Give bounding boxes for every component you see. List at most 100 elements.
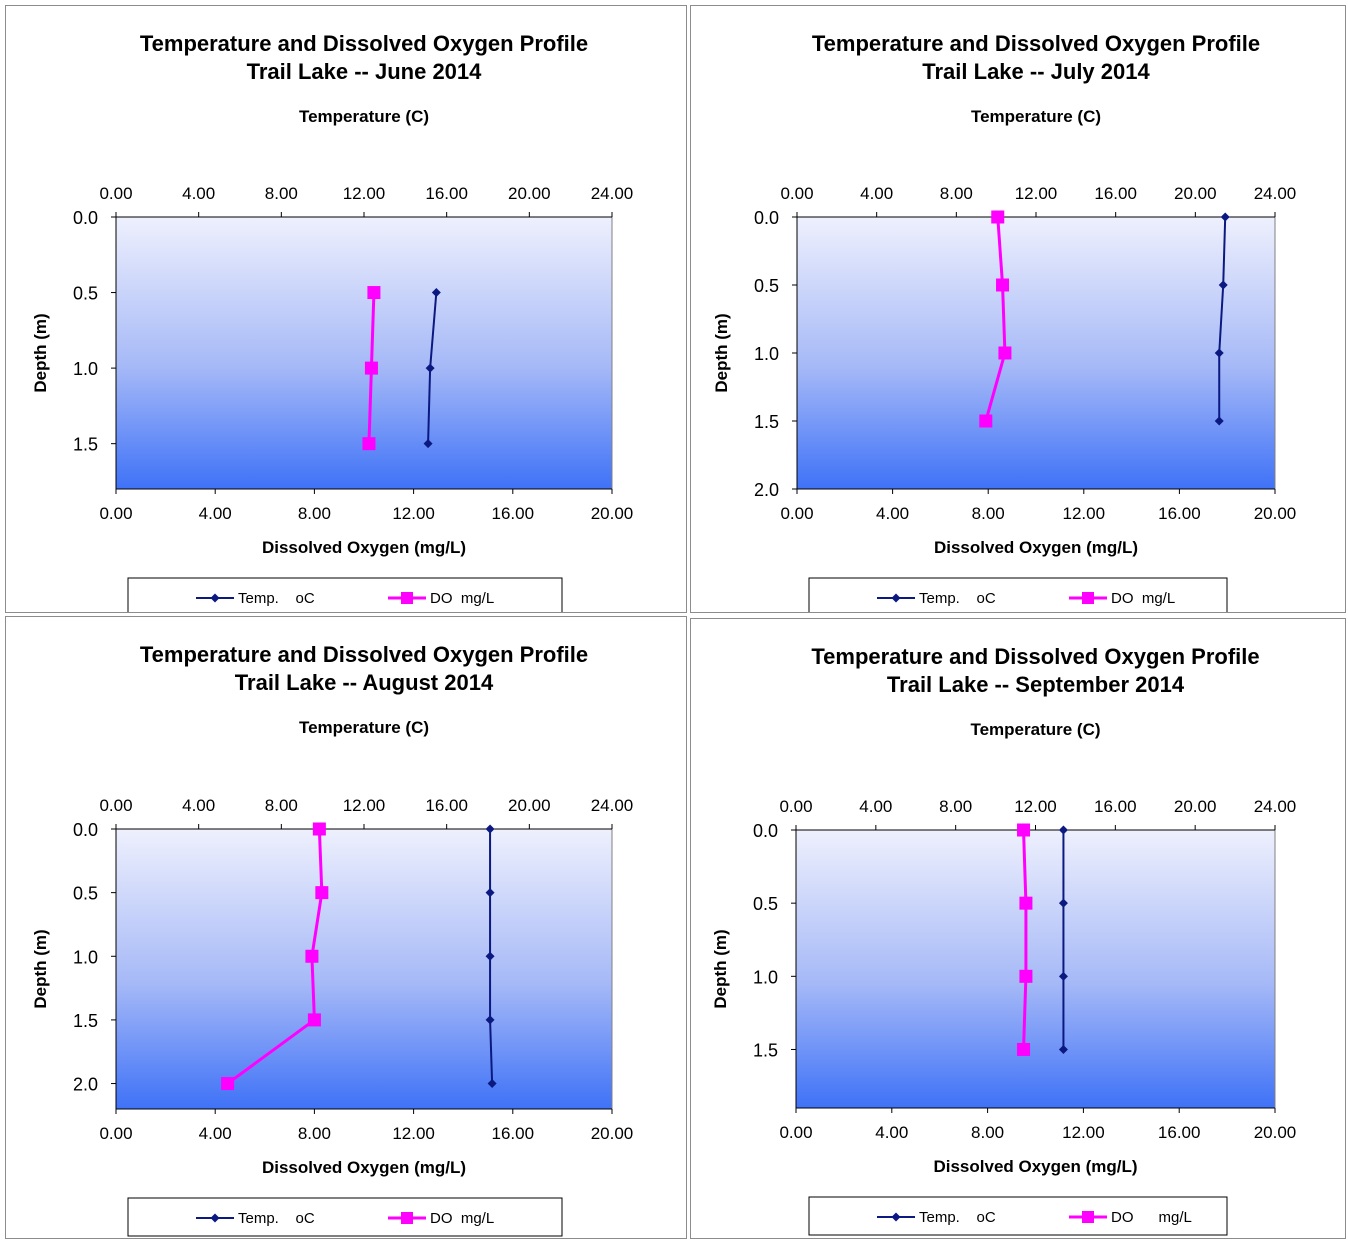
bottom-axis-tick-label: 16.00 xyxy=(1158,1123,1201,1142)
chart-subtitle: Trail Lake -- August 2014 xyxy=(235,670,494,695)
top-axis-title: Temperature (C) xyxy=(299,718,429,737)
y-axis-tick-label: 1.0 xyxy=(73,947,98,967)
top-axis-tick-label: 8.00 xyxy=(940,184,973,203)
temp-point xyxy=(425,363,435,373)
top-axis-tick-label: 0.00 xyxy=(780,184,813,203)
chart-title: Temperature and Dissolved Oxygen Profile xyxy=(811,644,1259,669)
bottom-axis-tick-label: 4.00 xyxy=(876,504,909,523)
temp-point xyxy=(423,439,433,449)
bottom-axis-tick-label: 12.00 xyxy=(392,1124,435,1143)
temp-point xyxy=(1058,971,1068,981)
do-point xyxy=(991,210,1005,224)
bottom-axis-tick-label: 0.00 xyxy=(780,504,813,523)
top-axis-title: Temperature (C) xyxy=(971,107,1101,126)
profile-chart: Temperature and Dissolved Oxygen Profile… xyxy=(31,642,634,1237)
top-axis-tick-label: 16.00 xyxy=(1094,184,1137,203)
temp-point xyxy=(485,824,495,834)
bottom-axis-title: Dissolved Oxygen (mg/L) xyxy=(262,538,466,557)
temp-point xyxy=(1058,1044,1068,1054)
legend-temp-marker xyxy=(210,593,220,603)
bottom-axis-tick-label: 16.00 xyxy=(492,504,535,523)
y-axis-tick-label: 0.5 xyxy=(73,284,98,304)
top-axis-tick-label: 20.00 xyxy=(508,796,551,815)
chart-panel: Temperature and Dissolved Oxygen Profile… xyxy=(690,5,1346,617)
legend-temp-marker xyxy=(891,593,901,603)
bottom-axis-tick-label: 4.00 xyxy=(875,1123,908,1142)
y-axis-tick-label: 0.0 xyxy=(73,820,98,840)
legend-temp-marker xyxy=(891,1212,901,1222)
top-axis-tick-label: 24.00 xyxy=(591,796,634,815)
legend-temp-marker xyxy=(210,1213,220,1223)
do-point xyxy=(1017,1042,1031,1056)
top-axis-tick-label: 8.00 xyxy=(265,184,298,203)
temp-point xyxy=(1214,416,1224,426)
top-axis-tick-label: 16.00 xyxy=(425,184,468,203)
do-point xyxy=(996,278,1010,292)
y-axis-tick-label: 0.5 xyxy=(73,884,98,904)
top-axis-tick-label: 20.00 xyxy=(1174,184,1217,203)
top-axis-tick-label: 24.00 xyxy=(591,184,634,203)
do-point xyxy=(979,414,993,428)
top-axis-tick-label: 24.00 xyxy=(1254,184,1297,203)
legend-do-marker xyxy=(1082,592,1094,604)
legend-do-marker xyxy=(1082,1211,1094,1223)
top-axis-tick-label: 16.00 xyxy=(425,796,468,815)
top-axis-tick-label: 12.00 xyxy=(1014,797,1057,816)
chart-panel: Temperature and Dissolved Oxygen Profile… xyxy=(5,616,687,1239)
top-axis-tick-label: 4.00 xyxy=(859,797,892,816)
series-line-do xyxy=(1022,829,1028,1050)
y-axis-title: Depth (m) xyxy=(712,313,731,392)
legend-temp-label: Temp. oC xyxy=(238,1210,315,1227)
top-axis-tick-label: 8.00 xyxy=(939,797,972,816)
top-axis-tick-label: 12.00 xyxy=(343,184,386,203)
y-axis-tick-label: 0.5 xyxy=(753,894,778,914)
profile-chart: Temperature and Dissolved Oxygen Profile… xyxy=(31,31,634,617)
chart-title: Temperature and Dissolved Oxygen Profile xyxy=(140,31,588,56)
bottom-axis-tick-label: 20.00 xyxy=(591,1124,634,1143)
y-axis-title: Depth (m) xyxy=(711,929,730,1008)
bottom-axis-tick-label: 12.00 xyxy=(1063,504,1106,523)
y-axis-tick-label: 1.5 xyxy=(753,1040,778,1060)
bottom-axis-tick-label: 0.00 xyxy=(99,504,132,523)
top-axis-tick-label: 20.00 xyxy=(508,184,551,203)
bottom-axis-title: Dissolved Oxygen (mg/L) xyxy=(934,538,1138,557)
y-axis-tick-label: 0.5 xyxy=(754,276,779,296)
chart-subtitle: Trail Lake -- September 2014 xyxy=(887,672,1185,697)
bottom-axis-tick-label: 8.00 xyxy=(971,1123,1004,1142)
bottom-axis-tick-label: 12.00 xyxy=(1062,1123,1105,1142)
bottom-axis-tick-label: 16.00 xyxy=(1158,504,1201,523)
temp-point xyxy=(1214,348,1224,358)
chart-panel: Temperature and Dissolved Oxygen Profile… xyxy=(690,618,1346,1239)
bottom-axis-title: Dissolved Oxygen (mg/L) xyxy=(933,1157,1137,1176)
top-axis-tick-label: 8.00 xyxy=(265,796,298,815)
legend-do-marker xyxy=(401,592,413,604)
temp-point xyxy=(431,288,441,298)
temp-point xyxy=(1218,280,1228,290)
do-point xyxy=(362,437,376,451)
chart-subtitle: Trail Lake -- July 2014 xyxy=(922,59,1150,84)
do-point xyxy=(1019,896,1033,910)
do-point xyxy=(364,361,378,375)
legend-do-marker xyxy=(401,1212,413,1224)
temp-point xyxy=(485,1015,495,1025)
top-axis-tick-label: 24.00 xyxy=(1254,797,1297,816)
y-axis-tick-label: 0.0 xyxy=(753,821,778,841)
bottom-axis-tick-label: 20.00 xyxy=(1254,1123,1297,1142)
temp-point xyxy=(487,1079,497,1089)
y-axis-tick-label: 1.0 xyxy=(754,344,779,364)
bottom-axis-tick-label: 12.00 xyxy=(392,504,435,523)
temp-point xyxy=(485,951,495,961)
series-line-do xyxy=(984,216,1007,422)
chart-title: Temperature and Dissolved Oxygen Profile xyxy=(140,642,588,667)
y-axis-tick-label: 1.5 xyxy=(754,412,779,432)
do-point xyxy=(998,346,1012,360)
temp-point xyxy=(1220,212,1230,222)
do-point xyxy=(1017,823,1031,837)
y-axis-tick-label: 1.0 xyxy=(73,359,98,379)
top-axis-tick-label: 4.00 xyxy=(182,796,215,815)
top-axis-tick-label: 12.00 xyxy=(343,796,386,815)
y-axis-tick-label: 2.0 xyxy=(73,1075,98,1095)
profile-chart: Temperature and Dissolved Oxygen Profile… xyxy=(711,644,1297,1236)
bottom-axis-tick-label: 8.00 xyxy=(298,1124,331,1143)
do-point xyxy=(315,886,329,900)
